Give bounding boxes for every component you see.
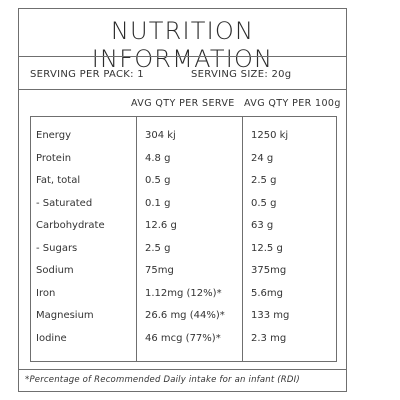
title-divider bbox=[19, 56, 346, 57]
table-row: Carbohydrate 12.6 g 63 g bbox=[31, 220, 336, 240]
per-serve-value: 46 mcg (77%)* bbox=[145, 332, 221, 344]
nutrient-label: Protein bbox=[36, 152, 72, 164]
per-serve-value: 1.12mg (12%)* bbox=[145, 287, 222, 299]
table-row: - Sugars 2.5 g 12.5 g bbox=[31, 243, 336, 263]
per-serve-value: 26.6 mg (44%)* bbox=[145, 310, 225, 321]
table-row: Sodium 75mg 375mg bbox=[31, 265, 336, 285]
nutrient-label: Iodine bbox=[36, 332, 67, 344]
per-100g-value: 2.5 g bbox=[251, 175, 277, 186]
per-serve-value: 304 kj bbox=[145, 130, 176, 141]
per-100g-value: 12.5 g bbox=[251, 242, 283, 254]
serving-size: SERVING SIZE: 20g bbox=[191, 69, 292, 80]
serving-divider bbox=[19, 89, 346, 90]
nutrient-label: Magnesium bbox=[36, 310, 94, 321]
per-serve-value: 4.8 g bbox=[145, 152, 171, 164]
nutrient-label: - Saturated bbox=[36, 197, 93, 209]
nutrient-label: Energy bbox=[36, 130, 72, 141]
per-serve-value: 0.5 g bbox=[145, 175, 171, 186]
nutrition-panel: NUTRITION INFORMATION SERVING PER PACK: … bbox=[18, 8, 347, 392]
nutrient-label: Carbohydrate bbox=[36, 220, 105, 231]
per-100g-value: 0.5 g bbox=[251, 197, 277, 209]
per-100g-value: 133 mg bbox=[251, 310, 290, 321]
column-header-per100: AVG QTY PER 100g bbox=[244, 98, 341, 109]
column-divider-2 bbox=[242, 117, 243, 361]
per-serve-value: 12.6 g bbox=[145, 220, 177, 231]
footnote-divider bbox=[19, 369, 346, 370]
per-serve-value: 0.1 g bbox=[145, 197, 171, 209]
column-divider-1 bbox=[136, 117, 137, 361]
per-100g-value: 63 g bbox=[251, 220, 274, 231]
panel-title: NUTRITION INFORMATION bbox=[91, 17, 274, 73]
table-row: Iron 1.12mg (12%)* 5.6mg bbox=[31, 288, 336, 308]
per-100g-value: 5.6mg bbox=[251, 287, 283, 299]
table-row: Iodine 46 mcg (77%)* 2.3 mg bbox=[31, 333, 336, 353]
column-header-serve: AVG QTY PER SERVE bbox=[131, 98, 235, 109]
nutrient-label: - Sugars bbox=[36, 242, 78, 254]
per-serve-value: 2.5 g bbox=[145, 242, 171, 254]
per-100g-value: 2.3 mg bbox=[251, 332, 287, 344]
per-serve-value: 75mg bbox=[145, 265, 174, 276]
nutrient-label: Fat, total bbox=[36, 175, 81, 186]
table-row: Energy 304 kj 1250 kj bbox=[31, 130, 336, 150]
serving-per-pack: SERVING PER PACK: 1 bbox=[30, 69, 144, 80]
nutrient-table: Energy 304 kj 1250 kj Protein 4.8 g 24 g Fat, … bbox=[30, 116, 337, 362]
table-row: Protein 4.8 g 24 g bbox=[31, 153, 336, 173]
per-100g-value: 24 g bbox=[251, 152, 274, 164]
table-row: - Saturated 0.1 g 0.5 g bbox=[31, 198, 336, 218]
nutrient-label: Iron bbox=[36, 287, 56, 299]
per-100g-value: 1250 kj bbox=[251, 130, 289, 141]
table-row: Fat, total 0.5 g 2.5 g bbox=[31, 175, 336, 195]
per-100g-value: 375mg bbox=[251, 265, 287, 276]
table-row: Magnesium 26.6 mg (44%)* 133 mg bbox=[31, 310, 336, 330]
footnote: *Percentage of Recommended Daily intake … bbox=[25, 375, 300, 385]
nutrient-label: Sodium bbox=[36, 265, 74, 276]
